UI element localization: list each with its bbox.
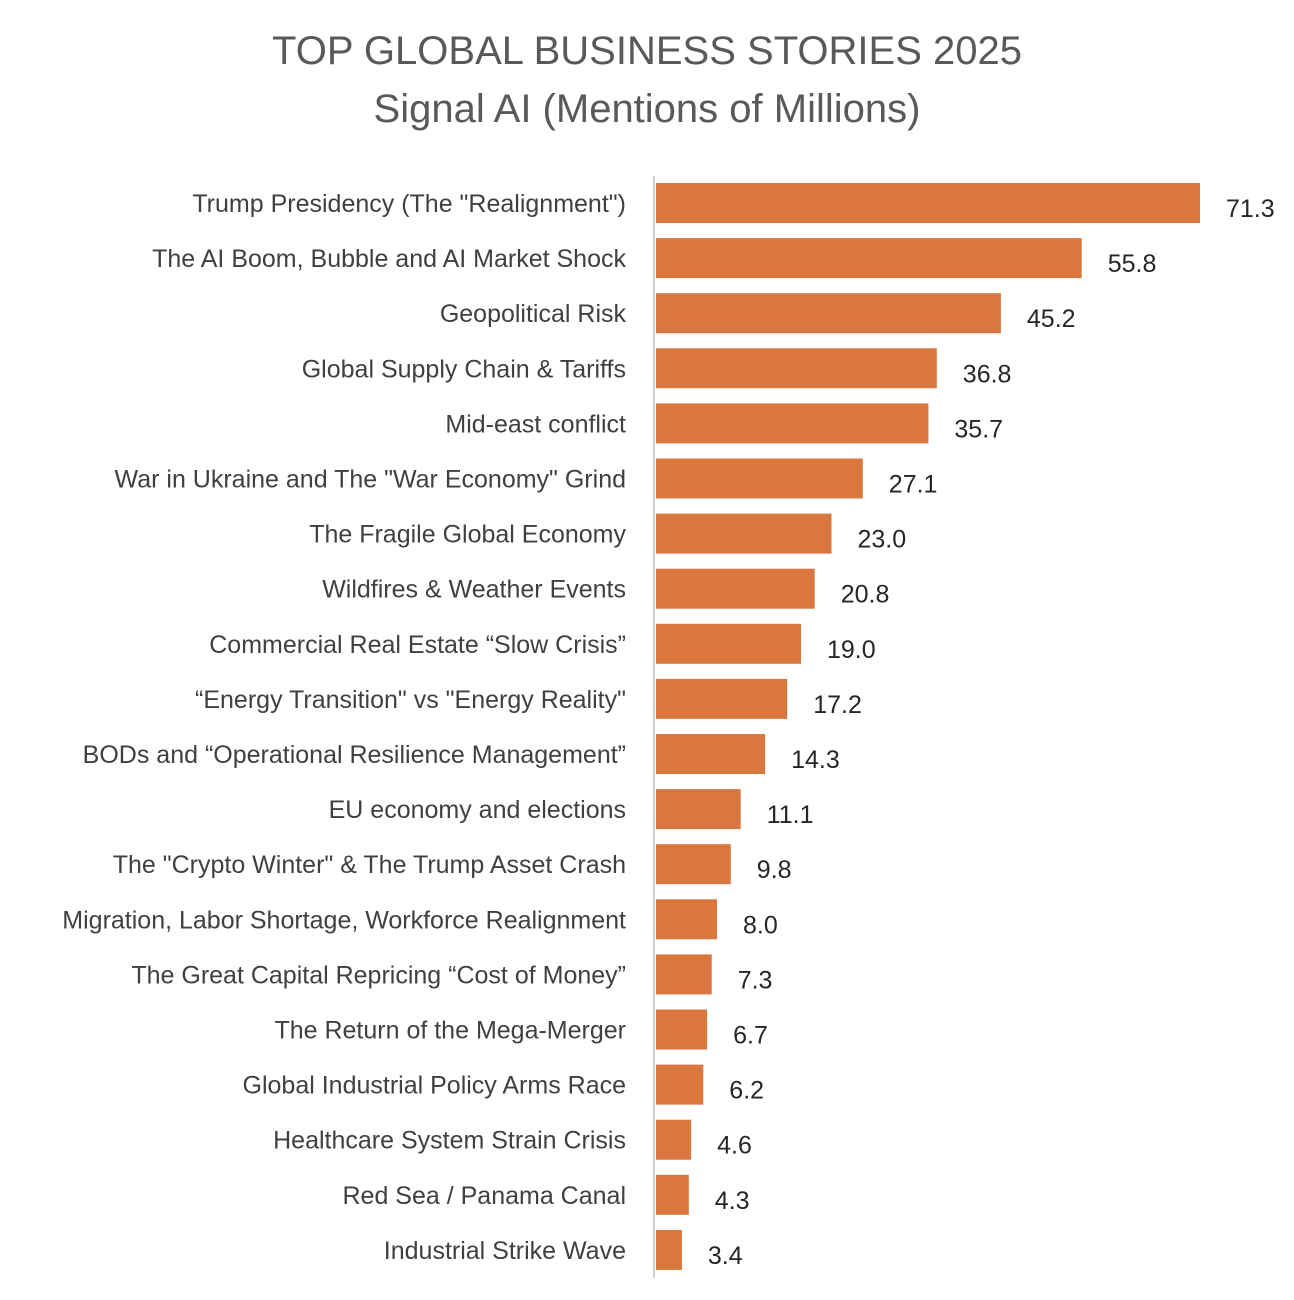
value-label-16: 6.7 <box>733 1022 768 1050</box>
bar-15 <box>656 954 712 995</box>
bar-6 <box>656 458 863 499</box>
value-label-4: 36.8 <box>963 360 1012 388</box>
category-label-10: “Energy Transition" vs "Energy Reality" <box>195 686 626 714</box>
category-label-9: Commercial Real Estate “Slow Crisis” <box>209 631 626 659</box>
bar-1 <box>656 183 1200 223</box>
category-label-16: The Return of the Mega-Merger <box>274 1017 626 1045</box>
category-label-18: Healthcare System Strain Crisis <box>273 1127 626 1155</box>
category-label-4: Global Supply Chain & Tariffs <box>302 355 626 383</box>
value-label-12: 11.1 <box>767 801 814 829</box>
bar-3 <box>656 293 1001 334</box>
bar-18 <box>656 1119 692 1160</box>
value-label-20: 3.4 <box>708 1242 743 1270</box>
value-label-6: 27.1 <box>889 471 938 499</box>
value-label-18: 4.6 <box>717 1132 752 1160</box>
value-label-1: 71.3 <box>1226 195 1275 223</box>
category-label-5: Mid-east conflict <box>445 410 626 438</box>
bar-13 <box>656 844 731 885</box>
chart-title: TOP GLOBAL BUSINESS STORIES 2025 <box>272 29 1022 73</box>
category-label-13: The "Crypto Winter" & The Trump Asset Cr… <box>113 851 626 879</box>
category-label-17: Global Industrial Policy Arms Race <box>243 1072 626 1100</box>
value-label-14: 8.0 <box>743 911 778 939</box>
value-label-13: 9.8 <box>757 856 792 884</box>
value-label-8: 20.8 <box>841 581 890 609</box>
category-label-8: Wildfires & Weather Events <box>322 576 626 604</box>
value-label-2: 55.8 <box>1108 250 1157 278</box>
chart-subtitle: Signal AI (Mentions of Millions) <box>373 87 921 131</box>
category-label-7: The Fragile Global Economy <box>309 521 626 549</box>
bar-14 <box>656 899 717 940</box>
value-label-19: 4.3 <box>715 1187 750 1215</box>
bars-group <box>656 183 1200 1270</box>
bar-4 <box>656 348 937 389</box>
value-label-15: 7.3 <box>738 966 773 994</box>
value-label-11: 14.3 <box>791 746 840 774</box>
value-label-9: 19.0 <box>827 636 876 664</box>
bar-20 <box>656 1229 682 1270</box>
category-label-6: War in Ukraine and The "War Economy" Gri… <box>115 466 626 494</box>
category-label-19: Red Sea / Panama Canal <box>342 1182 626 1210</box>
bar-17 <box>656 1064 704 1105</box>
bar-5 <box>656 403 929 444</box>
value-label-7: 23.0 <box>858 526 907 554</box>
bar-7 <box>656 513 832 554</box>
chart-title-block: TOP GLOBAL BUSINESS STORIES 2025 Signal … <box>0 22 1294 138</box>
bar-9 <box>656 623 801 664</box>
category-label-11: BODs and “Operational Resilience Managem… <box>83 741 626 769</box>
bar-19 <box>656 1174 689 1215</box>
category-label-14: Migration, Labor Shortage, Workforce Rea… <box>62 906 626 934</box>
category-label-3: Geopolitical Risk <box>440 300 627 328</box>
category-labels-group: Trump Presidency (The "Realignment") The … <box>62 190 626 1265</box>
bar-11 <box>656 734 766 774</box>
value-labels-group: 71.3 55.8 45.2 36.8 35.7 27.1 23.0 20.8 19.0 17.2… <box>708 195 1275 1270</box>
value-label-10: 17.2 <box>813 691 862 719</box>
value-label-3: 45.2 <box>1027 305 1076 333</box>
category-label-20: Industrial Strike Wave <box>384 1237 626 1265</box>
category-label-15: The Great Capital Repricing “Cost of Mon… <box>131 961 626 989</box>
bar-12 <box>656 789 741 830</box>
value-label-5: 35.7 <box>954 415 1003 443</box>
bar-10 <box>656 678 788 719</box>
bar-2 <box>656 238 1082 279</box>
category-label-12: EU economy and elections <box>329 796 626 824</box>
category-label-2: The AI Boom, Bubble and AI Market Shock <box>152 245 626 273</box>
value-label-17: 6.2 <box>729 1077 764 1105</box>
bar-16 <box>656 1009 708 1050</box>
category-label-1: Trump Presidency (The "Realignment") <box>192 190 626 218</box>
bar-8 <box>656 568 815 609</box>
